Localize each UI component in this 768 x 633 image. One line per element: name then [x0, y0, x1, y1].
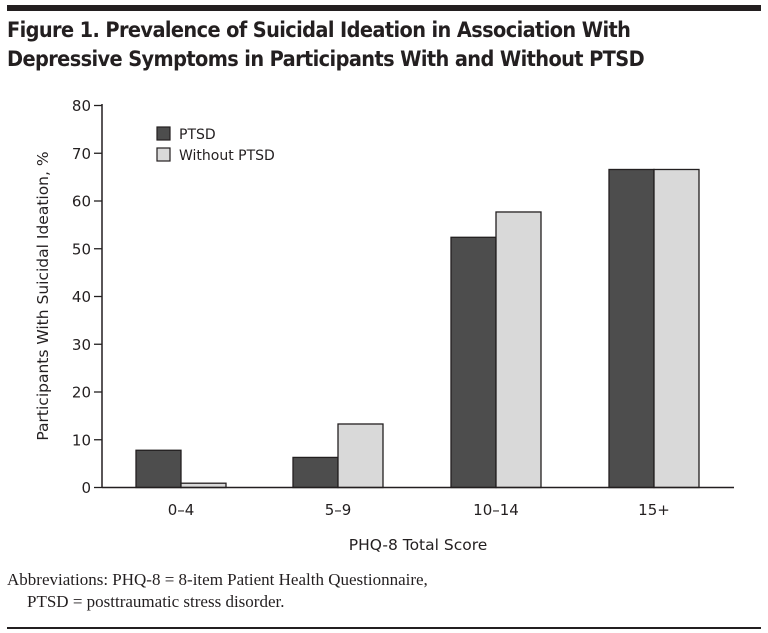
bars-group [135, 168, 700, 489]
bar-ptsd-1 [292, 456, 339, 489]
bar-without-ptsd-1 [337, 423, 384, 489]
y-axis-label: Participants With Suicidal Ideation, % [34, 151, 52, 440]
y-tick-label: 20 [72, 384, 91, 402]
y-tick-label: 80 [72, 97, 91, 115]
x-tick-label: 0–4 [168, 501, 195, 519]
bar-chart: 0 10 20 30 40 50 60 70 80 0–4 5–9 10–14 15+ Partici… [34, 97, 734, 554]
top-rule [7, 5, 761, 11]
x-tick-label: 5–9 [325, 501, 352, 519]
x-tick-label: 10–14 [473, 501, 519, 519]
y-tick-label: 50 [72, 240, 91, 258]
figure-title-line-2: Depressive Symptoms in Participants With… [7, 47, 645, 72]
bar-without-ptsd-3 [653, 168, 700, 489]
bottom-rule [7, 627, 761, 629]
bar-ptsd-3 [608, 168, 655, 489]
footnote-line-1: Abbreviations: PHQ-8 = 8-item Patient He… [7, 570, 428, 589]
legend: PTSD Without PTSD [156, 126, 275, 164]
legend-swatch-without-ptsd [156, 147, 171, 162]
bar-ptsd-0 [135, 449, 182, 489]
x-tick-labels-group: 0–4 5–9 10–14 15+ [168, 501, 670, 519]
legend-label-without-ptsd: Without PTSD [179, 148, 275, 164]
x-axis-label: PHQ-8 Total Score [349, 536, 488, 554]
y-tick-label: 30 [72, 336, 91, 354]
legend-swatch-ptsd [156, 126, 171, 141]
legend-label-ptsd: PTSD [179, 127, 216, 143]
bar-ptsd-2 [450, 236, 497, 489]
y-tick-label: 40 [72, 288, 91, 306]
y-ticks-group: 0 10 20 30 40 50 60 70 80 [72, 97, 102, 497]
figure-title: Figure 1. Prevalence of Suicidal Ideatio… [7, 16, 767, 74]
y-tick-label: 10 [72, 431, 91, 449]
footnote: Abbreviations: PHQ-8 = 8-item Patient He… [7, 569, 757, 613]
y-tick-label: 70 [72, 145, 91, 163]
bar-without-ptsd-2 [495, 211, 542, 489]
footnote-line-2: PTSD = posttraumatic stress disorder. [27, 592, 285, 611]
x-tick-label: 15+ [638, 501, 670, 519]
figure-title-line-1: Figure 1. Prevalence of Suicidal Ideatio… [7, 18, 631, 43]
y-tick-label: 0 [81, 479, 91, 497]
y-tick-label: 60 [72, 193, 91, 211]
